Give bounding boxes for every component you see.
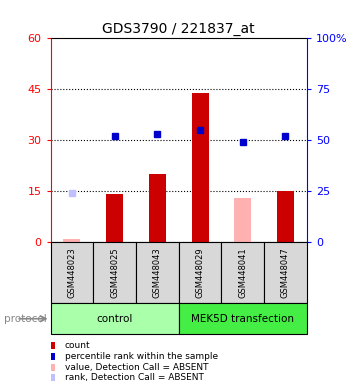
Bar bbox=[179, 242, 221, 303]
Bar bbox=[264, 242, 307, 303]
Bar bbox=[51, 242, 93, 303]
Bar bbox=[234, 198, 251, 242]
Bar bbox=[221, 242, 264, 303]
Bar bbox=[93, 242, 136, 303]
Text: percentile rank within the sample: percentile rank within the sample bbox=[65, 352, 218, 361]
Bar bbox=[64, 238, 81, 242]
Text: GSM448025: GSM448025 bbox=[110, 247, 119, 298]
Title: GDS3790 / 221837_at: GDS3790 / 221837_at bbox=[103, 22, 255, 36]
Text: GSM448043: GSM448043 bbox=[153, 247, 162, 298]
Bar bbox=[191, 93, 209, 242]
Text: value, Detection Call = ABSENT: value, Detection Call = ABSENT bbox=[65, 362, 209, 372]
Text: rank, Detection Call = ABSENT: rank, Detection Call = ABSENT bbox=[65, 373, 204, 382]
Text: control: control bbox=[96, 314, 133, 324]
Bar bbox=[106, 194, 123, 242]
Text: GSM448029: GSM448029 bbox=[196, 247, 205, 298]
Bar bbox=[136, 242, 179, 303]
Text: protocol: protocol bbox=[4, 314, 46, 324]
Text: GSM448047: GSM448047 bbox=[281, 247, 290, 298]
Bar bbox=[149, 174, 166, 242]
Bar bbox=[277, 191, 294, 242]
Text: GSM448041: GSM448041 bbox=[238, 247, 247, 298]
Text: count: count bbox=[65, 341, 91, 350]
Bar bbox=[179, 303, 307, 334]
Text: MEK5D transfection: MEK5D transfection bbox=[191, 314, 294, 324]
Text: GSM448023: GSM448023 bbox=[68, 247, 77, 298]
Bar bbox=[51, 303, 179, 334]
